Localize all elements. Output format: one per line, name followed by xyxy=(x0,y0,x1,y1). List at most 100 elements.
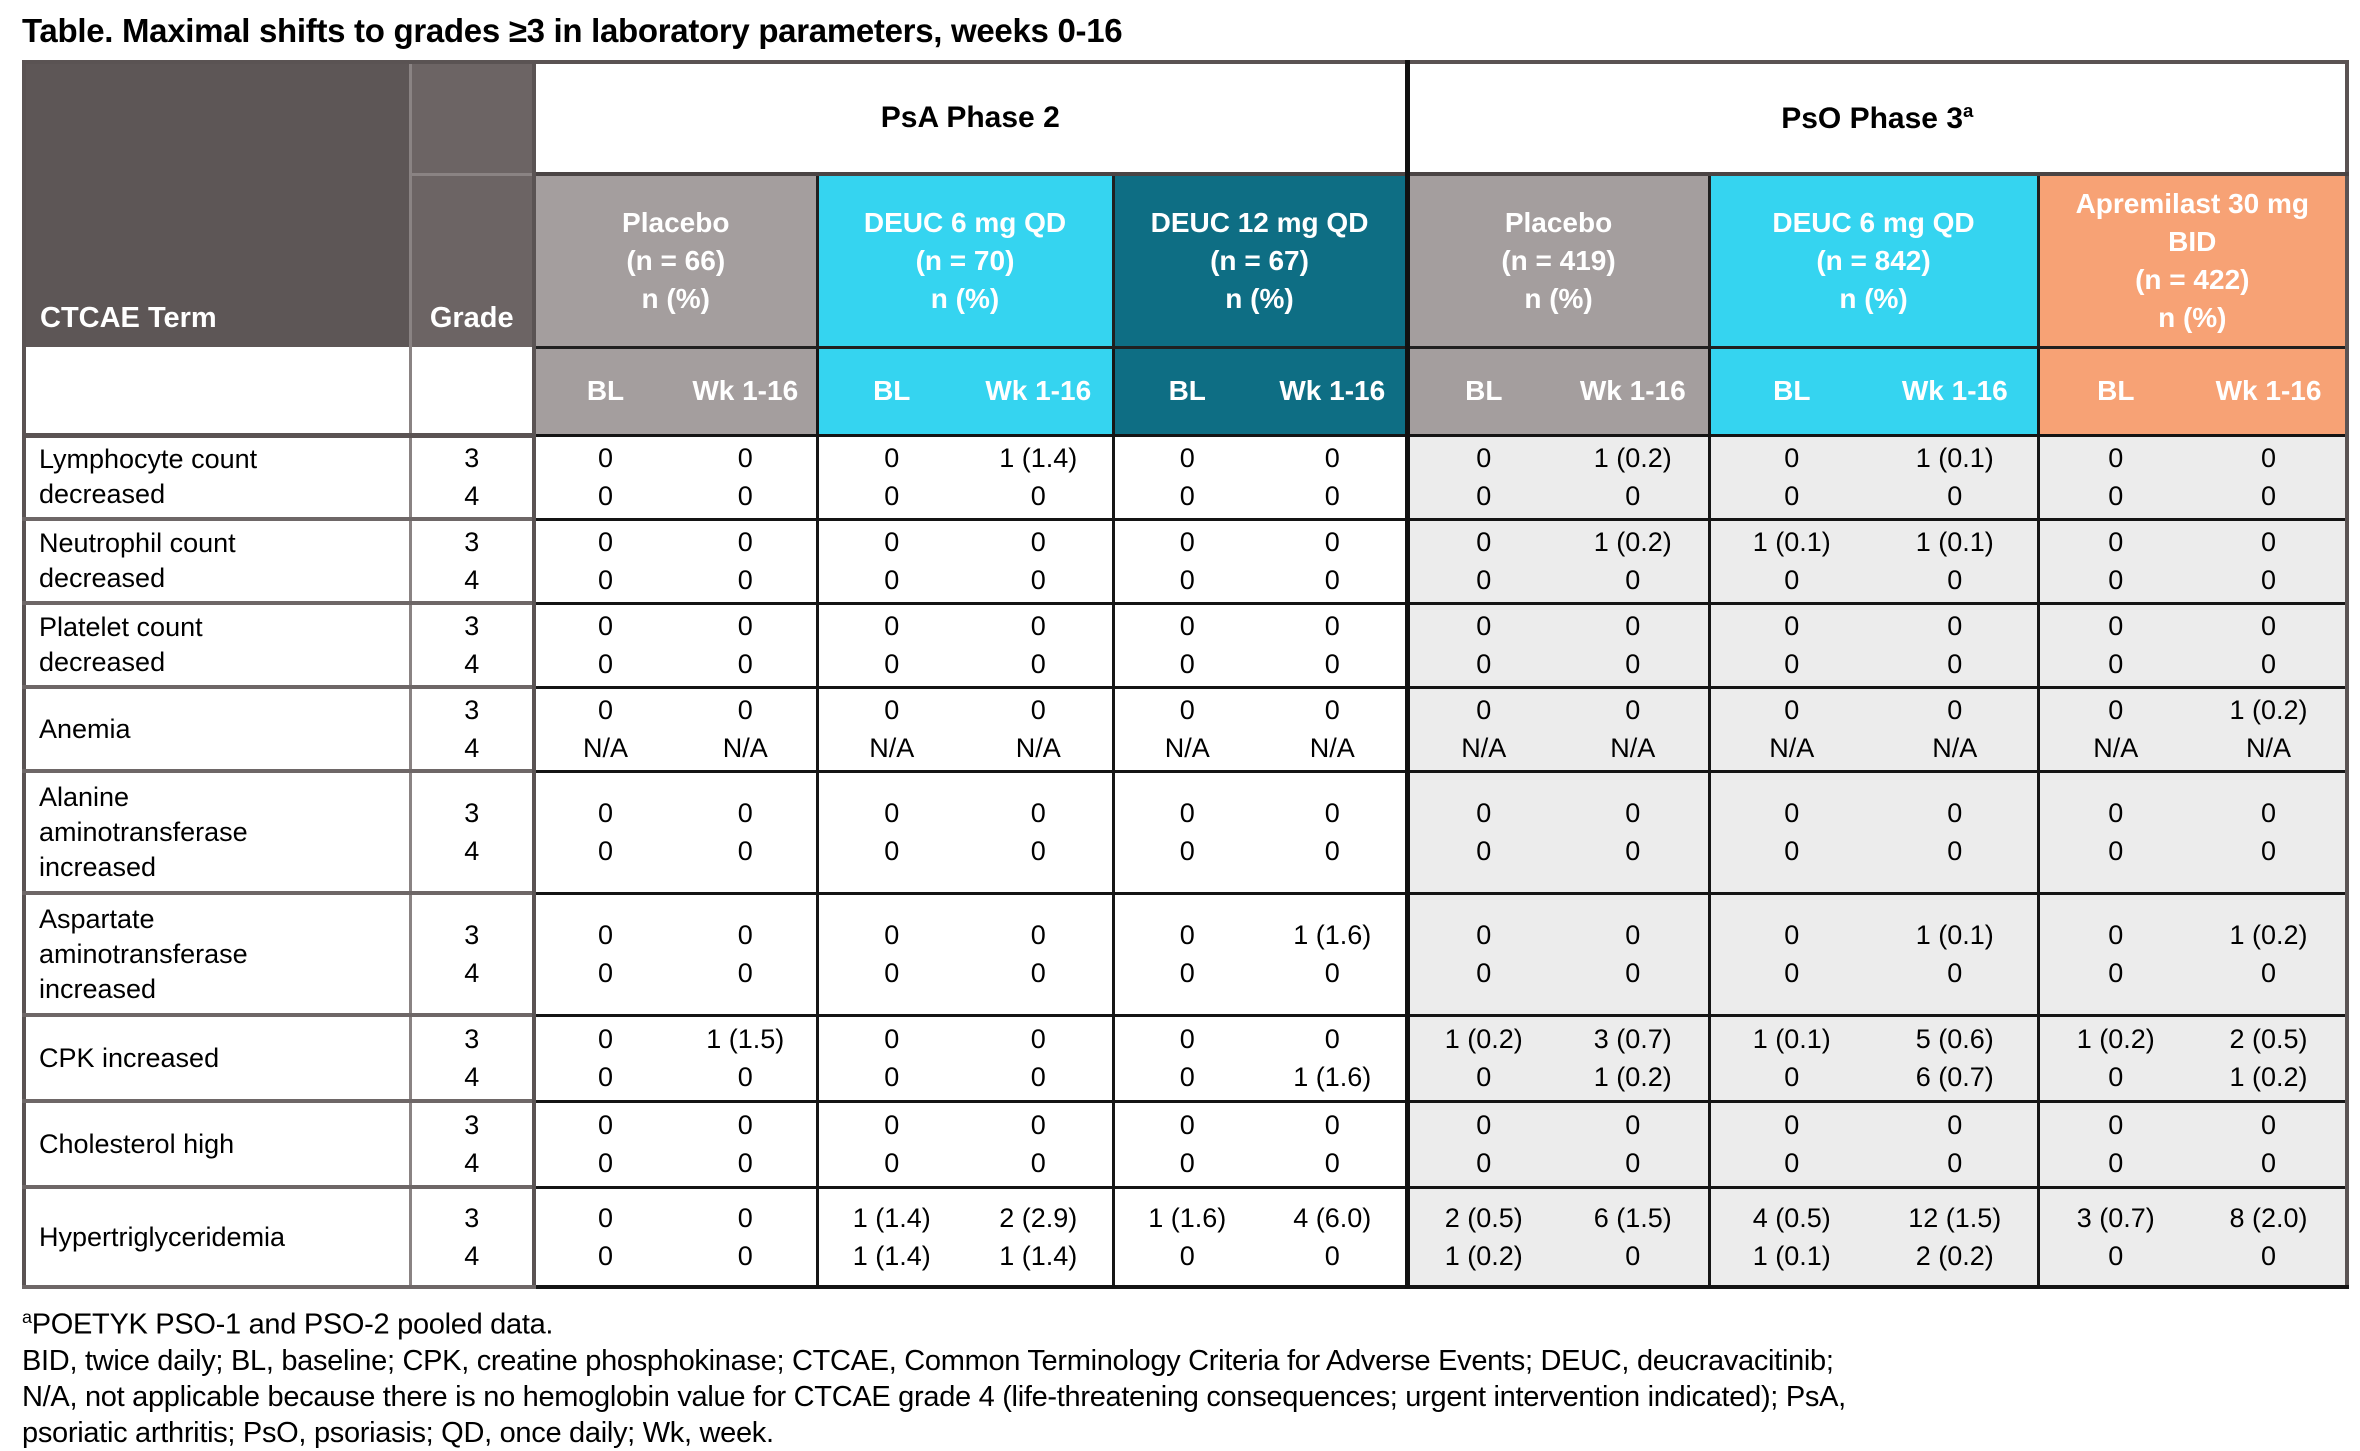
value-cell: 0 N/A xyxy=(815,685,965,771)
value-cell: 0 N/A xyxy=(1404,685,1559,771)
term-subheader-empty xyxy=(24,347,412,438)
subheader-wk: Wk 1-16 xyxy=(2192,347,2348,437)
ctcae-term-cell: Cholesterol high xyxy=(24,1099,412,1187)
value-cell: 1 (1.4) 1 (1.4) xyxy=(815,1185,965,1289)
value-cell: 4 (0.5) 1 (0.1) xyxy=(1707,1185,1874,1289)
value-cell: 0 N/A xyxy=(1558,685,1710,771)
table-row: Alanine aminotransferase increased 3 4 0 0 0 0… xyxy=(24,769,2348,893)
subheader-bl: BL xyxy=(815,347,965,437)
footnote-abbreviations-1: BID, twice daily; BL, baseline; CPK, cre… xyxy=(22,1344,1834,1377)
value-cell: 1 (0.2) 0 xyxy=(2192,891,2348,1015)
value-cell: 1 (0.2) N/A xyxy=(2192,685,2348,771)
value-cell: 0 N/A xyxy=(534,685,675,771)
table-row: CPK increased 3 4 0 0 1 (1.5) 0 0 0 0 0 0 0 0 1 (1.6) 1… xyxy=(24,1013,2348,1101)
value-cell: 0 N/A xyxy=(675,685,817,771)
table-row: Neutrophil count decreased 3 4 0 0 0 0 0 0 0 0 0 0 0 0… xyxy=(24,517,2348,603)
subheader-bl: BL xyxy=(534,347,675,437)
value-cell: 0 N/A xyxy=(1111,685,1260,771)
footnote-abbreviations-3: psoriatic arthritis; PsO, psoriasis; QD,… xyxy=(22,1416,774,1449)
table-row: Anemia 3 4 0 N/A 0 N/A 0 N/A 0 N/A 0 N/A 0 N/A 0 N/A 0 N/A… xyxy=(24,685,2348,771)
subheader-bl: BL xyxy=(1111,347,1260,437)
value-cell: 5 (0.6) 6 (0.7) xyxy=(1873,1013,2039,1101)
value-cell: 6 (1.5) 0 xyxy=(1558,1185,1710,1289)
section-pso-label: PsO Phase 3 xyxy=(1781,102,1964,135)
ctcae-term-header: CTCAE Term xyxy=(24,62,412,347)
ctcae-term-cell: Hypertriglyceridemia xyxy=(24,1185,412,1289)
value-cell: 2 (0.5) 1 (0.2) xyxy=(2192,1013,2348,1101)
lab-shifts-table: CTCAE Term PsA Phase 2 PsO Phase 3a Grad… xyxy=(22,60,2350,1289)
ctcae-term-cell: Platelet count decreased xyxy=(24,601,412,687)
group-header-pso-deuc6: DEUC 6 mg QD (n = 842) n (%) xyxy=(1707,174,2039,349)
footnote-a-text: POETYK PSO-1 and PSO-2 pooled data. xyxy=(31,1308,554,1341)
value-cell: 0 N/A xyxy=(965,685,1113,771)
value-cell: 0 N/A xyxy=(1707,685,1874,771)
footnote-a: aPOETYK PSO-1 and PSO-2 pooled data. xyxy=(22,1299,2360,1343)
footnotes: aPOETYK PSO-1 and PSO-2 pooled data. BID… xyxy=(22,1299,2360,1451)
value-cell: 2 (0.5) 1 (0.2) xyxy=(1404,1185,1559,1289)
ctcae-term-cell: Alanine aminotransferase increased xyxy=(24,769,412,893)
table-row: Cholesterol high 3 4 0 0 0 0 0 0 0 0 0 0 0 0 0 0 0 0 0 0 0 0 0 0… xyxy=(24,1099,2348,1187)
grade-subheader-empty xyxy=(410,347,536,438)
grade-header-spacer xyxy=(410,62,536,176)
ctcae-term-cell: CPK increased xyxy=(24,1013,412,1101)
value-cell: 0 N/A xyxy=(1260,685,1408,771)
group-header-psa-placebo: Placebo (n = 66) n (%) xyxy=(534,174,817,349)
subheader-wk: Wk 1-16 xyxy=(1558,347,1710,437)
value-cell: 1 (1.4) 0 xyxy=(965,433,1113,519)
group-header-psa-deuc12: DEUC 12 mg QD (n = 67) n (%) xyxy=(1111,174,1408,349)
lab-table-body: Lymphocyte count decreased 3 4 0 0 0 0 0 0 1 (1.4… xyxy=(24,433,2348,1289)
table-row: Hypertriglyceridemia 3 4 0 0 0 0 1 (1.4) 1 (1.4)… xyxy=(24,1185,2348,1289)
grade-header: Grade xyxy=(410,174,536,347)
table-row: Lymphocyte count decreased 3 4 0 0 0 0 0 0 1 (1.4… xyxy=(24,433,2348,519)
subheader-bl: BL xyxy=(1707,347,1874,437)
footnote-a-marker: a xyxy=(22,1307,32,1327)
ctcae-term-cell: Aspartate aminotransferase increased xyxy=(24,891,412,1015)
value-cell: 1 (0.2) 0 xyxy=(1404,1013,1559,1101)
table-title: Table. Maximal shifts to grades ≥3 in la… xyxy=(22,12,1123,49)
